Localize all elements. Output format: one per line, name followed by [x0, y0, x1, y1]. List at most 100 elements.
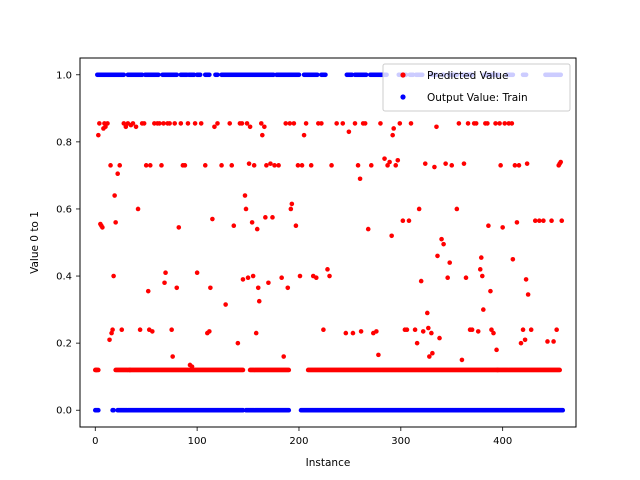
point-predicted — [268, 161, 273, 166]
point-predicted — [427, 354, 432, 359]
point-predicted — [477, 267, 483, 272]
ticks-layer: 0 100 200 300 400 0.0 0.2 0.4 0.6 0.8 1.0 — [56, 70, 512, 447]
y-tick-label: 1.0 — [56, 70, 72, 81]
point-predicted — [459, 357, 465, 363]
point-predicted — [247, 124, 253, 130]
point-predicted — [551, 339, 556, 344]
point-predicted — [389, 233, 394, 239]
point-predicted — [299, 163, 305, 168]
point-predicted — [346, 129, 352, 135]
point-predicted — [291, 121, 297, 126]
point-predicted — [523, 277, 529, 282]
point-predicted — [509, 121, 515, 126]
point-predicted — [378, 121, 383, 126]
point-predicted — [516, 163, 522, 168]
point-predicted — [362, 121, 368, 126]
point-predicted — [461, 161, 467, 166]
point-predicted — [172, 121, 178, 126]
point-predicted — [481, 307, 486, 312]
legend-label-predicted: Predicted Value — [427, 70, 508, 82]
point-predicted — [250, 273, 256, 279]
point-predicted — [473, 121, 479, 126]
point-predicted — [207, 329, 212, 334]
point-predicted — [495, 367, 500, 373]
point-predicted — [434, 124, 439, 130]
point-predicted — [488, 288, 493, 294]
point-predicted — [255, 285, 261, 291]
point-predicted — [397, 121, 403, 126]
point-predicted — [130, 121, 136, 126]
point-predicted — [545, 339, 550, 344]
point-predicted — [426, 325, 431, 331]
point-train — [363, 72, 369, 78]
point-predicted — [157, 121, 162, 126]
point-predicted — [210, 216, 215, 222]
point-predicted — [97, 121, 102, 126]
point-predicted — [321, 327, 326, 333]
point-predicted — [358, 329, 364, 334]
point-predicted — [329, 163, 334, 168]
point-predicted — [135, 206, 141, 212]
point-predicted — [400, 218, 406, 223]
point-train — [560, 407, 566, 413]
point-predicted — [115, 171, 120, 177]
point-predicted — [147, 163, 153, 168]
point-predicted — [441, 241, 446, 247]
point-predicted — [432, 164, 437, 170]
point-predicted — [422, 161, 428, 166]
point-predicted — [325, 267, 330, 272]
y-tick-label: 0.2 — [56, 339, 72, 350]
point-predicted — [161, 121, 166, 126]
point-predicted — [110, 327, 115, 333]
point-predicted — [463, 275, 469, 281]
point-predicted — [404, 327, 410, 333]
point-predicted — [103, 124, 108, 130]
point-predicted — [198, 121, 204, 126]
point-predicted — [167, 121, 172, 126]
x-axis-label: Instance — [306, 457, 351, 469]
point-predicted — [454, 206, 460, 212]
point-predicted — [445, 275, 450, 281]
point-predicted — [262, 124, 267, 130]
point-predicted — [279, 275, 284, 281]
point-predicted — [202, 163, 208, 168]
point-predicted — [412, 327, 418, 333]
point-predicted — [245, 275, 251, 281]
point-predicted — [558, 159, 564, 165]
point-predicted — [297, 273, 303, 279]
point-predicted — [502, 121, 508, 126]
point-predicted — [350, 330, 356, 336]
point-predicted — [437, 335, 442, 341]
point-predicted — [260, 132, 265, 138]
point-predicted — [376, 352, 381, 358]
point-predicted — [494, 347, 499, 353]
point-predicted — [382, 156, 387, 161]
point-predicted — [308, 163, 314, 168]
point-predicted — [150, 329, 155, 334]
point-predicted — [293, 223, 299, 229]
point-predicted — [119, 327, 125, 333]
point-predicted — [270, 215, 275, 220]
point-predicted — [240, 277, 246, 282]
point-predicted — [425, 310, 430, 316]
point-predicted — [189, 364, 195, 369]
point-predicted — [219, 163, 224, 168]
point-predicted — [408, 121, 414, 126]
point-predicted — [240, 367, 246, 373]
point-train — [323, 72, 328, 78]
point-predicted — [319, 121, 324, 126]
point-predicted — [223, 302, 228, 307]
point-predicted — [169, 327, 174, 333]
point-predicted — [231, 223, 237, 229]
point-predicted — [137, 327, 143, 333]
point-predicted — [285, 285, 291, 291]
point-predicted — [430, 350, 435, 356]
point-predicted — [246, 161, 252, 166]
point-predicted — [256, 298, 262, 304]
point-predicted — [447, 260, 453, 265]
point-predicted — [525, 292, 531, 297]
point-predicted — [327, 273, 332, 279]
point-predicted — [497, 121, 502, 126]
point-predicted — [478, 255, 484, 260]
